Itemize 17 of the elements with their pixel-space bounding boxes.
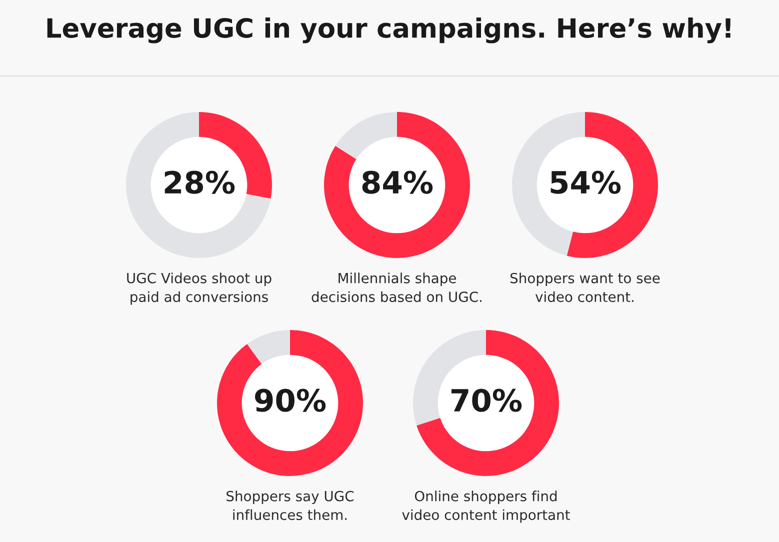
text: Shoppers say UGC influences them.	[226, 490, 354, 520]
data-label: 28%	[164, 170, 235, 194]
donut-slice	[416, 330, 559, 476]
data-label: 70%	[451, 388, 522, 412]
data-label: 54%	[550, 170, 621, 194]
text: UGC Videos shoot up paid ad conversions	[127, 272, 272, 305]
donut-slice	[247, 330, 290, 364]
donut-slice	[335, 112, 397, 160]
data-label: 84%	[362, 170, 433, 194]
text: Leverage UGC in your campaigns. Here’s why!	[47, 18, 730, 44]
text: Shoppers want to see video content.	[510, 272, 660, 302]
donut-slice	[217, 330, 363, 476]
text: Millennials shape decisions based on UGC.	[312, 272, 482, 302]
donut-slice	[324, 112, 470, 258]
text: Online shoppers find video content important	[402, 490, 570, 523]
data-label: 90%	[255, 388, 326, 412]
donut-slice	[126, 112, 271, 258]
